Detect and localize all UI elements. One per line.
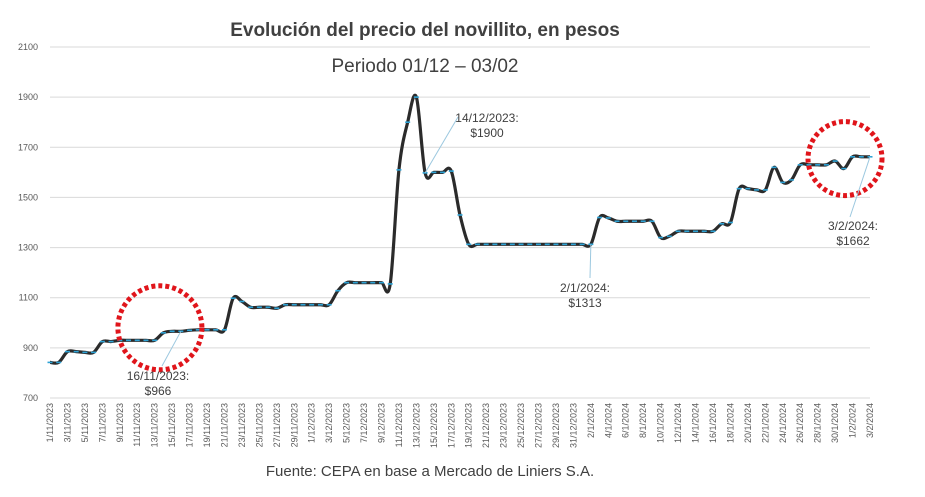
x-tick-label: 25/12/2023 xyxy=(516,403,526,448)
x-tick-label: 10/1/2024 xyxy=(656,403,666,443)
x-tick-label: 7/11/2023 xyxy=(97,403,107,442)
x-tick-label: 9/12/2023 xyxy=(376,403,386,443)
x-tick-label: 16/1/2024 xyxy=(708,403,718,443)
annotation-leader xyxy=(589,244,592,279)
annotation-date: 3/2/2024: xyxy=(828,219,878,233)
y-tick-label: 700 xyxy=(23,393,38,403)
x-tick-label: 8/1/2024 xyxy=(638,403,648,438)
highlight-circle xyxy=(805,119,885,199)
chart-source: Fuente: CEPA en base a Mercado de Linier… xyxy=(265,463,595,480)
x-tick-label: 23/12/2023 xyxy=(499,403,509,448)
x-tick-label: 4/1/2024 xyxy=(603,403,613,438)
x-tick-label: 1/12/2023 xyxy=(307,403,317,443)
x-tick-label: 23/11/2023 xyxy=(237,403,247,447)
annotation-leader xyxy=(424,116,459,174)
x-tick-label: 11/11/2023 xyxy=(132,403,142,447)
x-tick-label: 3/12/2023 xyxy=(324,403,334,443)
x-tick-label: 28/1/2024 xyxy=(813,403,823,443)
x-tick-label: 5/12/2023 xyxy=(342,403,352,443)
y-tick-label: 1700 xyxy=(18,142,38,152)
x-tick-label: 26/1/2024 xyxy=(795,403,805,443)
chart-title: Evolución del precio del novillito, en p… xyxy=(230,20,620,41)
series-line xyxy=(49,93,870,365)
annotation-value: $1900 xyxy=(470,126,504,140)
x-tick-label: 1/11/2023 xyxy=(45,403,55,442)
x-tick-label: 18/1/2024 xyxy=(725,403,735,443)
x-tick-label: 22/1/2024 xyxy=(760,403,770,443)
y-tick-label: 1100 xyxy=(19,293,38,303)
x-tick-label: 17/11/2023 xyxy=(185,403,195,447)
annotation-value: $1313 xyxy=(568,296,602,310)
y-tick-label: 1900 xyxy=(18,92,38,102)
x-tick-label: 27/12/2023 xyxy=(534,403,544,448)
x-tick-label: 27/11/2023 xyxy=(272,403,282,447)
x-tick-label: 17/12/2023 xyxy=(446,403,456,448)
x-tick-label: 3/11/2023 xyxy=(62,403,72,442)
annotation-value: $1662 xyxy=(836,234,870,248)
annotation-leader xyxy=(161,331,182,367)
x-tick-label: 29/11/2023 xyxy=(289,403,299,447)
x-tick-label: 24/1/2024 xyxy=(778,403,788,443)
y-tick-label: 2100 xyxy=(18,42,38,52)
x-tick-label: 5/11/2023 xyxy=(80,403,90,442)
x-tick-label: 21/11/2023 xyxy=(219,403,229,447)
x-tick-label: 3/2/2024 xyxy=(865,403,875,438)
highlight-circle xyxy=(115,283,205,373)
x-tick-label: 14/1/2024 xyxy=(691,403,701,443)
x-tick-label: 29/12/2023 xyxy=(551,403,561,448)
x-tick-label: 11/12/2023 xyxy=(394,403,404,447)
x-tick-label: 15/12/2023 xyxy=(429,403,439,448)
x-tick-label: 12/1/2024 xyxy=(673,403,683,443)
annotation-value: $966 xyxy=(145,384,172,398)
x-tick-label: 30/1/2024 xyxy=(830,403,840,443)
x-tick-label: 2/1/2024 xyxy=(586,403,596,438)
chart-subtitle: Periodo 01/12 – 03/02 xyxy=(331,56,519,77)
annotation-date: 16/11/2023: xyxy=(127,369,190,383)
x-tick-label: 19/12/2023 xyxy=(464,403,474,448)
x-tick-label: 25/11/2023 xyxy=(254,403,264,447)
x-tick-label: 19/11/2023 xyxy=(202,403,212,447)
x-tick-label: 21/12/2023 xyxy=(481,403,491,448)
x-tick-label: 15/11/2023 xyxy=(167,403,177,447)
x-tick-label: 7/12/2023 xyxy=(359,403,369,443)
x-tick-label: 1/2/2024 xyxy=(848,403,858,438)
x-tick-label: 13/12/2023 xyxy=(411,403,421,448)
annotation-date: 14/12/2023: xyxy=(455,111,518,125)
x-tick-label: 9/11/2023 xyxy=(115,403,125,442)
annotation-date: 2/1/2024: xyxy=(560,281,610,295)
annotation-leader xyxy=(849,156,871,218)
y-tick-label: 1300 xyxy=(18,243,38,253)
y-tick-label: 900 xyxy=(23,343,38,353)
x-tick-label: 20/1/2024 xyxy=(743,403,753,443)
x-tick-label: 13/11/2023 xyxy=(150,403,160,447)
x-tick-label: 31/12/2023 xyxy=(568,403,578,448)
x-tick-label: 6/1/2024 xyxy=(621,403,631,438)
y-tick-label: 1500 xyxy=(18,192,38,202)
